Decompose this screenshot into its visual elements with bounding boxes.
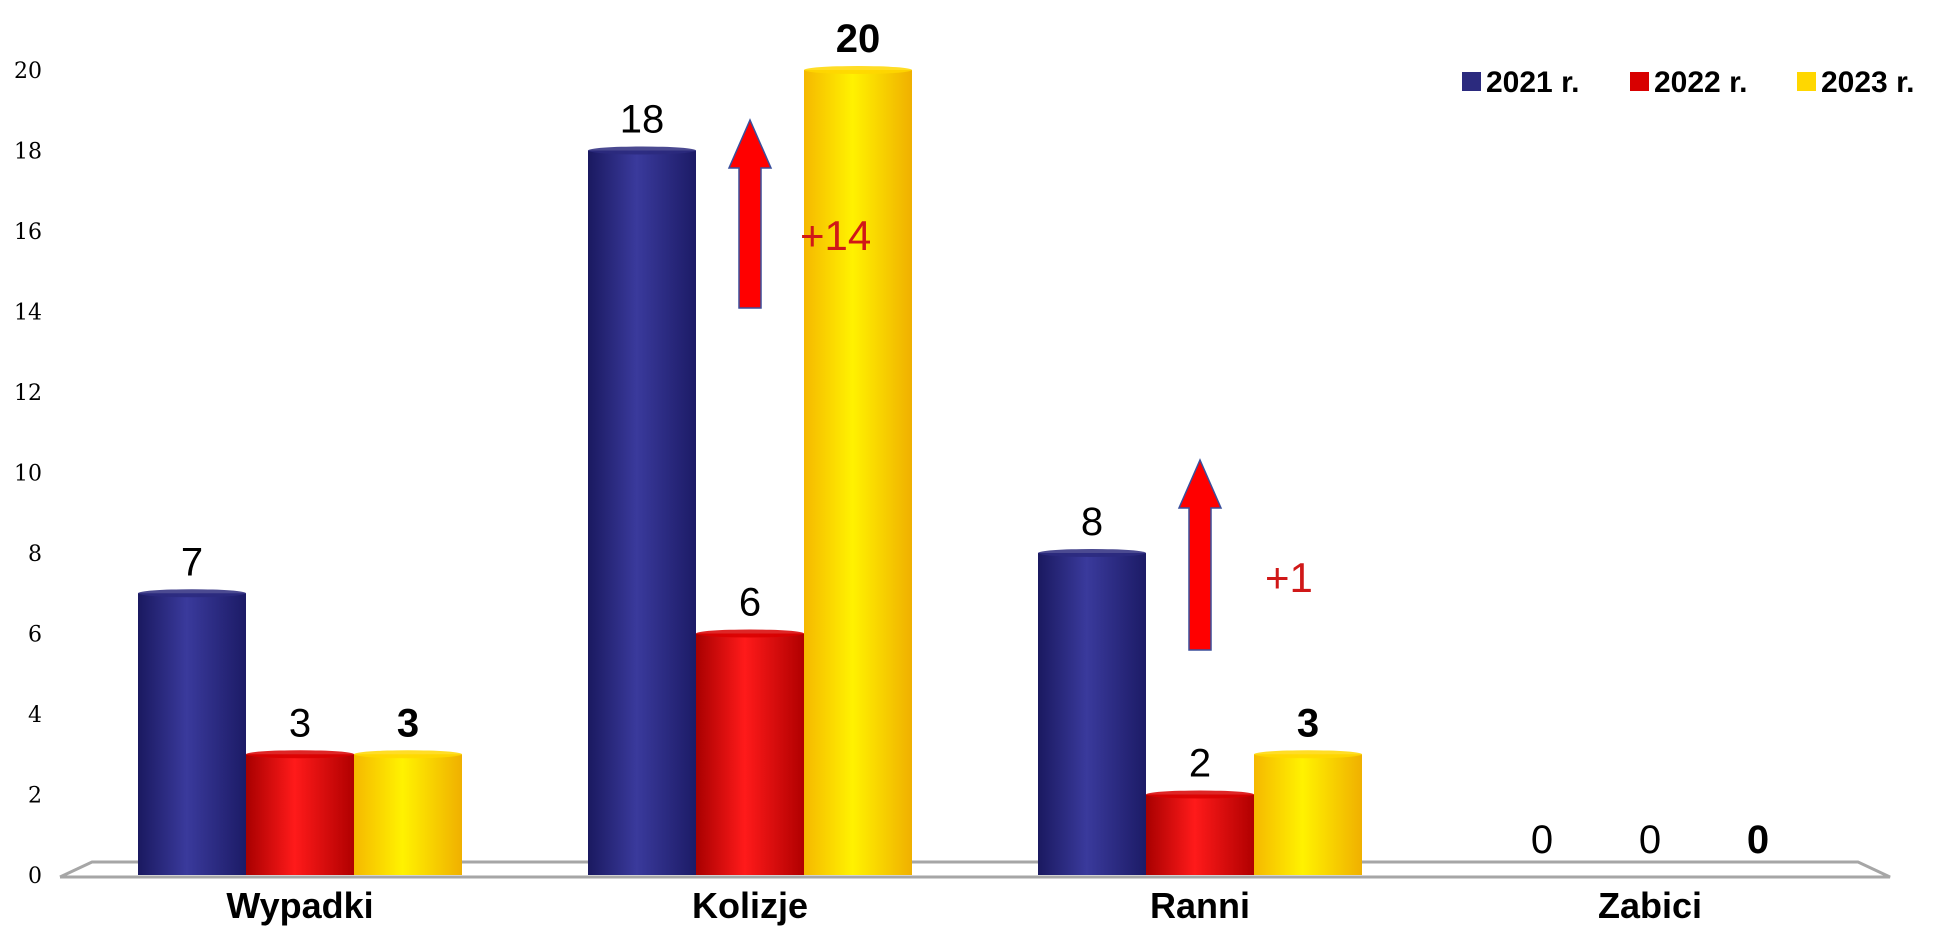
- bar: [804, 66, 912, 875]
- up-arrow-icon: [727, 118, 773, 309]
- bar: [1038, 549, 1146, 875]
- bar-body: [246, 754, 354, 875]
- legend-swatch: [1630, 72, 1649, 91]
- bar-body: [1038, 553, 1146, 875]
- bar: [696, 629, 804, 875]
- bar-body: [1254, 754, 1362, 875]
- bar-cap: [1038, 549, 1146, 557]
- y-tick-label: 0: [28, 864, 42, 889]
- bar: [588, 146, 696, 875]
- data-label: 3: [1297, 701, 1319, 745]
- delta-annotation: +1: [1265, 554, 1313, 601]
- legend-swatch: [1462, 72, 1481, 91]
- data-label: 3: [397, 701, 419, 745]
- data-label: 7: [181, 540, 203, 584]
- legend-label: 2023 r.: [1821, 66, 1914, 99]
- x-category-label: Ranni: [1150, 885, 1250, 926]
- bar: [246, 750, 354, 875]
- bar-body: [138, 593, 246, 875]
- bar-body: [1146, 794, 1254, 875]
- legend-swatch: [1797, 72, 1816, 91]
- y-tick-label: 10: [14, 462, 42, 487]
- annotations-layer: +14 +1: [727, 118, 1313, 651]
- y-tick-label: 12: [14, 381, 42, 406]
- bar-cap: [246, 750, 354, 759]
- up-arrow-icon: [1177, 458, 1223, 651]
- bar-cap: [354, 750, 462, 759]
- bar-cap: [804, 66, 912, 74]
- data-label: 20: [836, 17, 881, 61]
- bar-cap: [1146, 790, 1254, 799]
- floor-line: [59, 860, 1891, 879]
- bar-body: [354, 754, 462, 875]
- bar-body: [696, 633, 804, 875]
- y-tick-label: 6: [28, 623, 42, 648]
- bar-cap: [138, 589, 246, 598]
- data-label: 8: [1081, 500, 1103, 544]
- x-category-label: Zabici: [1598, 885, 1702, 926]
- bar: [1254, 750, 1362, 875]
- y-tick-label: 16: [14, 220, 42, 245]
- bar-cap: [1254, 750, 1362, 759]
- bar-cap: [588, 146, 696, 155]
- legend-label: 2022 r.: [1654, 66, 1747, 99]
- x-category-label: Wypadki: [226, 885, 373, 926]
- y-tick-label: 18: [14, 140, 42, 165]
- data-label: 2: [1189, 742, 1211, 786]
- data-label: 18: [620, 98, 665, 142]
- y-tick-label: 14: [14, 301, 42, 326]
- delta-annotation: +14: [800, 212, 871, 259]
- data-label: 0: [1747, 818, 1769, 862]
- bar-body: [804, 70, 912, 875]
- bar: [354, 750, 462, 875]
- y-tick-label: 8: [28, 542, 42, 567]
- bar: [1146, 790, 1254, 875]
- y-tick-label: 4: [28, 703, 42, 728]
- y-tick-label: 20: [14, 59, 42, 84]
- x-category-label: Kolizje: [692, 885, 808, 926]
- y-tick-label: 2: [28, 784, 42, 809]
- data-label: 0: [1639, 818, 1661, 862]
- data-label: 3: [289, 701, 311, 745]
- data-label: 0: [1531, 818, 1553, 862]
- bars-layer: [138, 66, 1362, 875]
- legend-label: 2021 r.: [1486, 66, 1579, 99]
- bar: [138, 589, 246, 875]
- bar-cap: [696, 629, 804, 638]
- data-label: 6: [739, 581, 761, 625]
- legend: 2021 r. 2022 r. 2023 r.: [1462, 66, 1914, 99]
- bar-body: [588, 150, 696, 875]
